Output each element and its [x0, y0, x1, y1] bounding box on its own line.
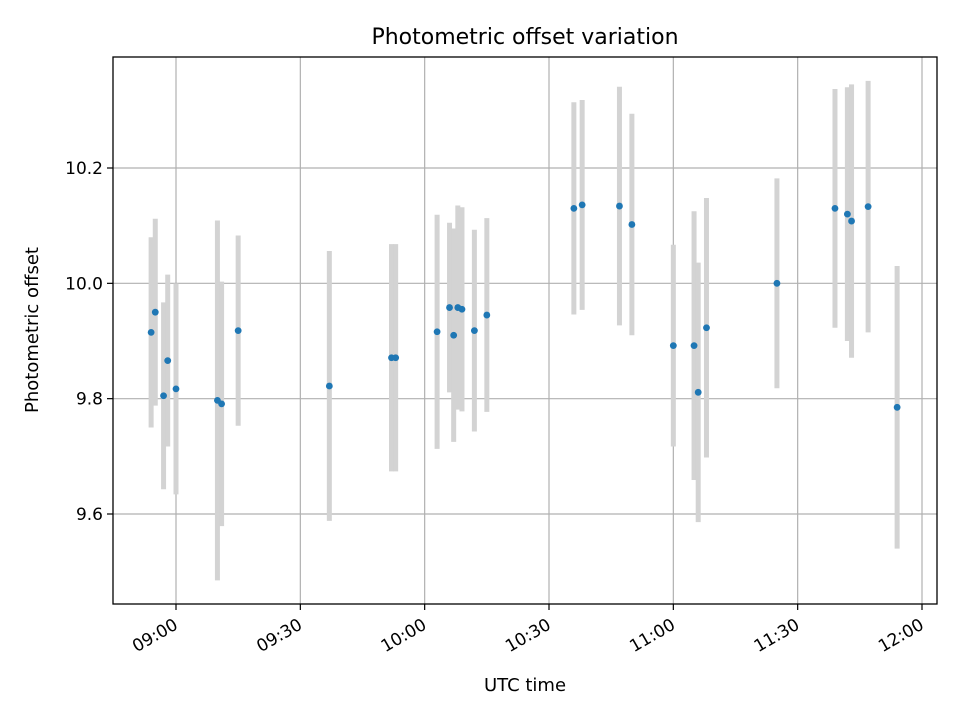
x-axis-label: UTC time: [484, 675, 566, 696]
data-point: [848, 217, 855, 225]
data-point: [616, 202, 623, 210]
y-tick-label: 9.8: [76, 390, 103, 410]
data-point: [628, 221, 636, 228]
chart-title: Photometric offset variation: [371, 25, 678, 50]
data-point: [690, 342, 698, 350]
data-point: [218, 400, 225, 408]
data-point: [578, 201, 586, 209]
data-point: [694, 388, 702, 396]
data-point: [483, 311, 491, 319]
y-tick-label: 10.2: [65, 159, 103, 179]
axes-frame: [112, 56, 938, 605]
y-axis-ticks: 9.6 9.8 10.0 10.2: [65, 159, 113, 525]
data-point: [864, 203, 872, 211]
data-point: [773, 279, 781, 287]
data-point: [458, 305, 466, 313]
data-point: [669, 342, 677, 350]
data-point: [234, 327, 242, 335]
data-point: [433, 328, 441, 336]
y-tick-label: 10.0: [65, 274, 103, 294]
data-point: [392, 354, 400, 362]
y-axis-label: Photometric offset: [22, 247, 43, 413]
data-point: [164, 357, 172, 365]
data-point: [703, 324, 710, 332]
data-point: [446, 304, 453, 311]
data-point: [325, 382, 333, 390]
data-point: [151, 308, 159, 316]
data-point: [893, 403, 901, 411]
y-tick-label: 9.6: [76, 505, 103, 525]
data-points: [147, 201, 901, 411]
data-point: [450, 331, 458, 339]
data-point: [570, 204, 578, 212]
data-point: [831, 204, 839, 212]
data-point: [147, 328, 155, 336]
data-point: [844, 210, 851, 218]
data-point: [160, 392, 167, 400]
data-point: [172, 385, 180, 393]
data-point: [471, 327, 478, 335]
